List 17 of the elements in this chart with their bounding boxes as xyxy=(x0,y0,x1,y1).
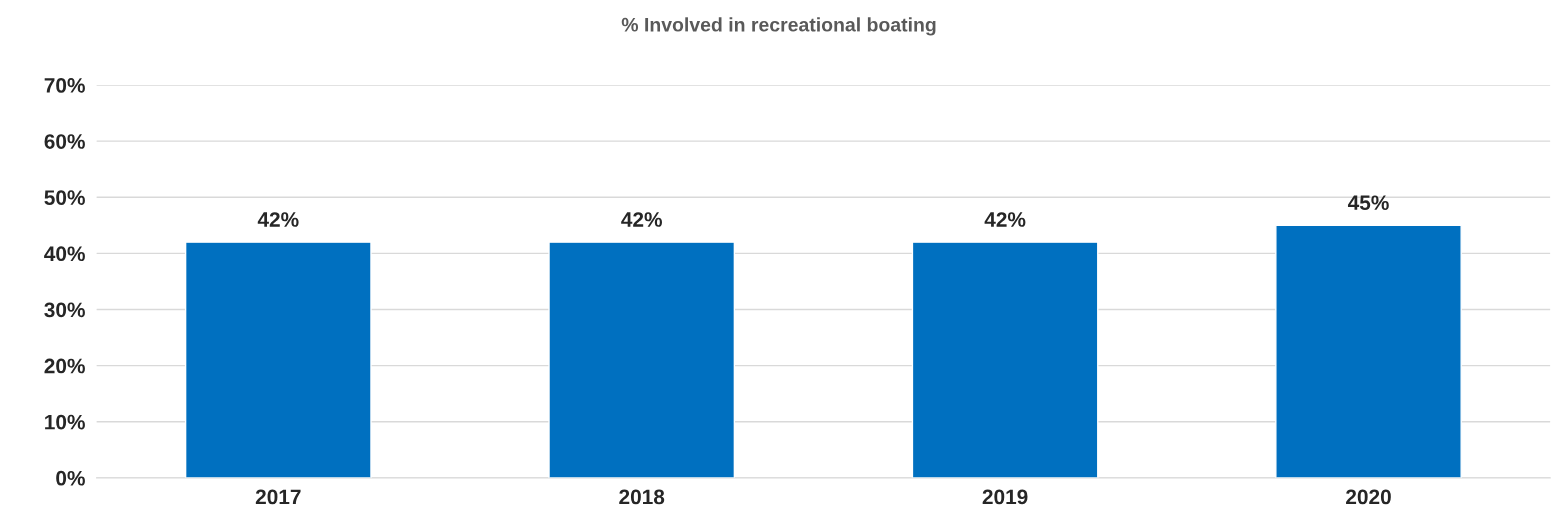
y-tick-label: 0% xyxy=(56,470,85,486)
y-tick-label: 50% xyxy=(44,190,85,205)
chart-title: % Involved in recreational boating xyxy=(621,17,936,36)
data-label: 42% xyxy=(984,212,1026,227)
x-tick-label: 2017 xyxy=(255,489,301,505)
x-tick-label: 2018 xyxy=(619,489,665,505)
y-tick-label: 70% xyxy=(44,78,85,93)
data-label: 42% xyxy=(257,212,299,227)
data-label: 45% xyxy=(1347,195,1389,211)
y-tick-label: 20% xyxy=(44,358,85,374)
y-tick-label: 10% xyxy=(45,414,85,430)
x-tick-label: 2019 xyxy=(982,489,1028,505)
y-tick-label: 30% xyxy=(44,302,85,318)
x-tick-label: 2020 xyxy=(1346,489,1391,505)
data-label: 42% xyxy=(621,212,662,227)
y-tick-label: 60% xyxy=(44,134,85,149)
y-tick-label: 40% xyxy=(44,246,85,262)
